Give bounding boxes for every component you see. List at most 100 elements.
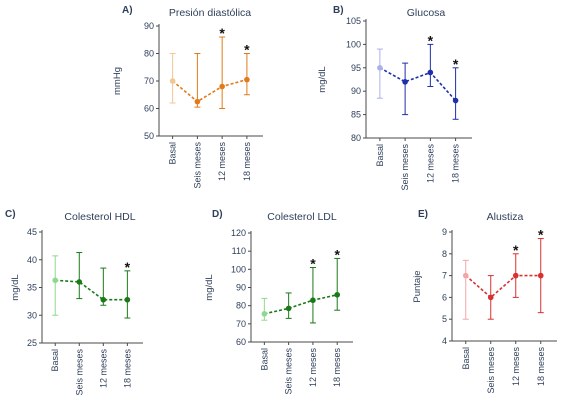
series-line	[264, 294, 338, 315]
y-tick-label: 30	[27, 310, 37, 320]
panel-label: A)	[122, 5, 133, 16]
panel-label: D)	[212, 209, 223, 220]
x-tick-label: 18 meses	[332, 348, 342, 388]
y-tick-label: 70	[236, 319, 246, 329]
y-tick-label: 100	[231, 264, 246, 274]
y-tick-label: 100	[346, 39, 361, 49]
x-tick-label: 18 meses	[451, 144, 461, 184]
y-axis-label: mmHg	[112, 67, 123, 95]
data-point	[100, 296, 107, 303]
data-point	[219, 83, 225, 90]
data-point	[244, 76, 250, 83]
significance-star: *	[334, 246, 340, 262]
y-axis-label: mg/dL	[317, 66, 328, 92]
y-tick-label: 95	[351, 63, 361, 73]
x-tick-label: Seis meses	[74, 349, 84, 396]
data-point	[377, 65, 383, 71]
data-point	[452, 97, 459, 104]
y-axis-label: mg/dL	[204, 274, 215, 300]
y-tick-label: 85	[351, 110, 361, 120]
significance-star: *	[125, 259, 131, 275]
panel-label: B)	[333, 5, 344, 16]
x-tick-label: Seis meses	[192, 142, 202, 189]
y-tick-label: 80	[351, 133, 361, 143]
panel-5: E) Alustiza 4 5 6 7 8 9 Puntaje Basal Seis meses 12…	[412, 209, 557, 394]
x-tick-label: Basal	[461, 347, 471, 370]
chart-title: Alustiza	[487, 211, 524, 223]
significance-star: *	[428, 32, 434, 48]
y-axis-label: mg/dL	[10, 274, 21, 300]
x-tick-label: 12 meses	[511, 347, 521, 387]
chart-title: Glucosa	[407, 7, 446, 19]
x-tick-label: Basal	[375, 144, 385, 167]
data-point	[169, 78, 176, 84]
y-tick-label: 60	[236, 337, 246, 347]
y-tick-label: 9	[442, 227, 447, 237]
y-tick-label: 110	[232, 246, 246, 256]
data-point	[537, 272, 544, 279]
y-tick-label: 8	[442, 249, 447, 259]
data-point	[487, 294, 494, 301]
x-tick-label: Basal	[168, 142, 178, 165]
x-tick-label: 12 meses	[217, 142, 227, 182]
chart-title: Colesterol HDL	[64, 211, 135, 223]
significance-star: *	[513, 242, 519, 258]
data-point	[261, 311, 268, 317]
y-tick-label: 4	[442, 336, 447, 346]
panel-3: C) Colesterol HDL 25 30 35 40 45 mg/dL Basal Seis…	[5, 209, 143, 396]
data-point	[462, 272, 469, 279]
y-tick-label: 105	[346, 16, 361, 26]
series-line	[465, 274, 541, 299]
y-tick-label: 40	[27, 255, 37, 265]
data-point	[285, 305, 292, 312]
x-tick-label: 12 meses	[425, 144, 435, 184]
x-tick-label: 18 meses	[536, 347, 546, 387]
significance-star: *	[310, 256, 316, 272]
y-tick-label: 25	[27, 338, 37, 348]
significance-star: *	[538, 227, 544, 243]
y-tick-label: 7	[442, 271, 447, 281]
y-tick-label: 90	[144, 21, 154, 31]
panel-label: E)	[418, 209, 428, 220]
y-tick-label: 80	[144, 49, 154, 59]
panel-4: D) Colesterol LDL 60 70 80 90 100 110 120 mg/dL Ba…	[204, 209, 353, 395]
series-line	[55, 279, 128, 301]
panel-1: A) Presión diastólica 50 60 70 80 90 mmHg Basal S…	[112, 5, 263, 189]
data-point	[52, 277, 59, 284]
x-tick-label: 12 meses	[308, 348, 318, 388]
data-point	[334, 291, 341, 298]
significance-star: *	[244, 42, 250, 58]
y-tick-label: 6	[442, 292, 447, 302]
y-tick-label: 50	[144, 131, 154, 141]
y-tick-label: 60	[144, 104, 154, 114]
data-point	[194, 98, 201, 105]
chart-title: Presión diastólica	[169, 7, 251, 19]
y-tick-label: 5	[442, 314, 447, 324]
y-tick-label: 90	[351, 86, 361, 96]
data-point	[427, 69, 434, 76]
x-tick-label: 12 meses	[98, 349, 108, 389]
y-tick-label: 35	[27, 283, 37, 293]
significance-star: *	[453, 56, 459, 72]
y-tick-label: 80	[236, 301, 246, 311]
data-point	[402, 79, 408, 85]
x-tick-label: 18 meses	[122, 349, 132, 389]
panel-2: B) Glucosa 80 85 90 95 100 105 mg/dL Basal Seis me…	[317, 5, 472, 191]
y-tick-label: 70	[144, 76, 154, 86]
series-line	[379, 67, 457, 102]
data-point	[124, 296, 131, 303]
y-tick-label: 120	[231, 228, 246, 238]
y-tick-label: 90	[236, 283, 246, 293]
x-tick-label: Seis meses	[400, 144, 410, 191]
x-tick-label: Seis meses	[486, 347, 496, 394]
chart-title: Colesterol LDL	[267, 211, 337, 223]
x-tick-label: 18 meses	[242, 142, 252, 182]
y-axis-label: Puntaje	[412, 270, 423, 302]
data-point	[76, 279, 83, 285]
significance-star: *	[219, 25, 225, 41]
data-point	[512, 272, 519, 279]
x-tick-label: Basal	[50, 349, 60, 372]
y-tick-label: 45	[27, 227, 37, 237]
panel-label: C)	[5, 209, 16, 220]
